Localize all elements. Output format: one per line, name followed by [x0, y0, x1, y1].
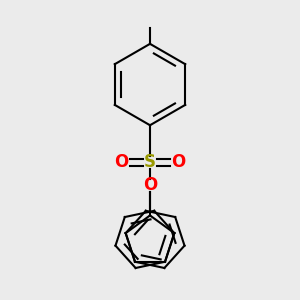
Text: O: O	[115, 153, 129, 171]
Text: O: O	[171, 153, 185, 171]
Text: O: O	[143, 176, 157, 194]
Text: S: S	[144, 153, 156, 171]
